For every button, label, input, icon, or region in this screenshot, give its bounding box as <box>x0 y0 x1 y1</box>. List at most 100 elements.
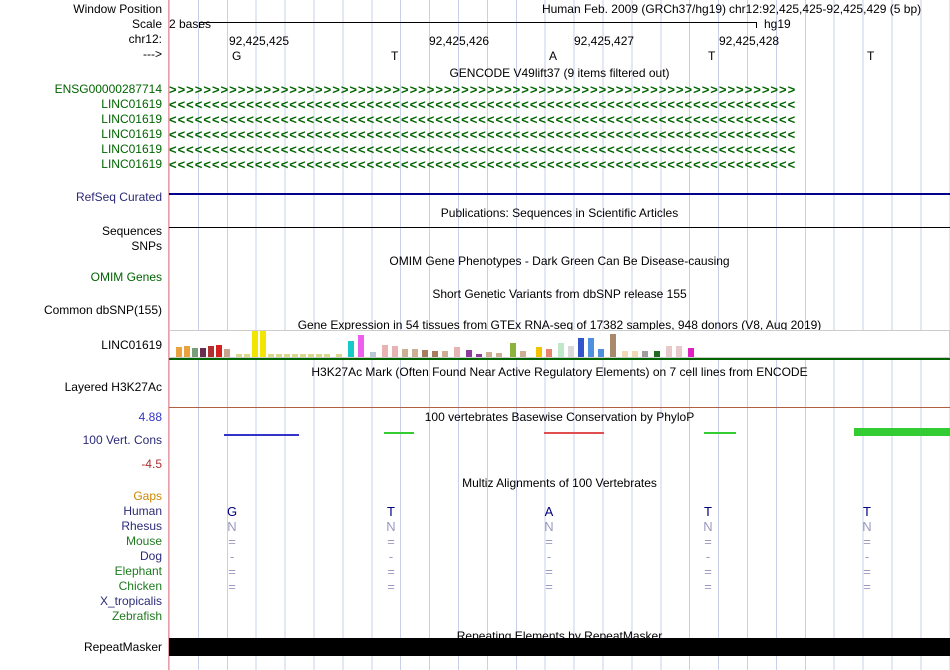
gene-expression-bar-2[interactable] <box>192 348 198 357</box>
gene-expression-bar-11[interactable] <box>268 354 274 357</box>
species-label-human[interactable]: Human <box>0 504 168 518</box>
species-label-gaps[interactable]: Gaps <box>0 489 168 503</box>
gene-expression-bar-43[interactable] <box>598 349 604 357</box>
species-label-rhesus[interactable]: Rhesus <box>0 519 168 533</box>
gene-expression-bar-18[interactable] <box>324 354 330 357</box>
gene-expression-label[interactable]: LINC01619 <box>0 338 168 352</box>
gene-expression-bar-6[interactable] <box>224 349 230 357</box>
species-label-zebrafish[interactable]: Zebrafish <box>0 609 168 623</box>
repeatmasker-label[interactable]: RepeatMasker <box>0 640 168 654</box>
gencode-row-label-1[interactable]: LINC01619 <box>0 97 168 111</box>
gencode-arrows-5[interactable]: <<<<<<<<<<<<<<<<<<<<<<<<<<<<<<<<<<<<<<<<… <box>169 157 950 171</box>
gene-expression-bar-27[interactable] <box>422 350 428 357</box>
multiz-rhesus-col-3: N <box>701 519 715 534</box>
gene-expression-bar-14[interactable] <box>292 354 298 357</box>
gene-expression-bar-16[interactable] <box>308 354 314 357</box>
conservation-mark-2[interactable] <box>544 432 604 434</box>
gene-expression-bar-4[interactable] <box>208 346 214 357</box>
top-base-1: T <box>391 49 398 63</box>
conservation-mark-4[interactable] <box>854 428 950 436</box>
sequences-line[interactable] <box>169 227 950 228</box>
gene-expression-bar-1[interactable] <box>184 346 190 357</box>
gencode-arrows-2[interactable]: <<<<<<<<<<<<<<<<<<<<<<<<<<<<<<<<<<<<<<<<… <box>169 112 950 126</box>
multiz-dog-col-1: - <box>384 549 398 564</box>
gene-expression-bar-42[interactable] <box>588 338 594 357</box>
gene-expression-bar-45[interactable] <box>622 351 628 357</box>
gene-expression-bar-33[interactable] <box>486 352 492 357</box>
gene-expression-bar-50[interactable] <box>676 346 682 357</box>
multiz-rhesus-col-1: N <box>384 519 398 534</box>
gene-expression-bar-38[interactable] <box>546 349 552 357</box>
species-label-xtropicalis[interactable]: X_tropicalis <box>0 594 168 608</box>
conservation-mark-3[interactable] <box>704 432 736 434</box>
gene-expression-bar-0[interactable] <box>176 347 182 357</box>
conservation-mark-1[interactable] <box>384 432 414 434</box>
gene-expression-bar-24[interactable] <box>392 346 398 357</box>
tick-label-2: 92,425,427 <box>574 34 634 48</box>
species-label-dog[interactable]: Dog <box>0 549 168 563</box>
gencode-row-label-0[interactable]: ENSG00000287714 <box>0 82 168 96</box>
gene-expression-bar-28[interactable] <box>432 351 438 357</box>
conservation-label[interactable]: 100 Vert. Cons <box>0 433 168 447</box>
gene-expression-bar-21[interactable] <box>358 335 364 357</box>
gencode-arrows-1[interactable]: <<<<<<<<<<<<<<<<<<<<<<<<<<<<<<<<<<<<<<<<… <box>169 97 950 111</box>
gencode-row-label-3[interactable]: LINC01619 <box>0 127 168 141</box>
gene-expression-bar-34[interactable] <box>496 353 502 357</box>
gene-expression-bar-17[interactable] <box>316 354 322 357</box>
gencode-arrows-0[interactable]: >>>>>>>>>>>>>>>>>>>>>>>>>>>>>>>>>>>>>>>>… <box>169 82 950 96</box>
species-label-mouse[interactable]: Mouse <box>0 534 168 548</box>
gene-expression-bar-20[interactable] <box>348 341 354 357</box>
sequences-label[interactable]: Sequences <box>0 224 168 238</box>
gene-expression-bar-47[interactable] <box>642 351 648 357</box>
gene-expression-bar-19[interactable] <box>336 354 342 357</box>
gene-expression-bar-10[interactable] <box>260 331 266 357</box>
gencode-row-label-4[interactable]: LINC01619 <box>0 142 168 156</box>
refseq-label[interactable]: RefSeq Curated <box>0 190 168 204</box>
gene-expression-bar-7[interactable] <box>236 354 242 357</box>
gene-expression-bar-3[interactable] <box>200 348 206 357</box>
gene-expression-bar-15[interactable] <box>300 354 306 357</box>
gene-expression-bar-26[interactable] <box>412 349 418 357</box>
omim-label[interactable]: OMIM Genes <box>0 270 168 284</box>
gene-expression-bar-29[interactable] <box>442 351 448 357</box>
gene-expression-bar-39[interactable] <box>558 343 564 357</box>
gene-expression-bar-22[interactable] <box>370 352 376 357</box>
gene-expression-chart[interactable] <box>169 330 950 358</box>
gencode-arrows-4[interactable]: <<<<<<<<<<<<<<<<<<<<<<<<<<<<<<<<<<<<<<<<… <box>169 142 950 156</box>
multiz-elephant-col-4: = <box>860 564 874 579</box>
gene-expression-bar-25[interactable] <box>402 349 408 357</box>
gene-expression-bar-9[interactable] <box>252 331 258 357</box>
gene-expression-bar-49[interactable] <box>666 346 672 357</box>
gene-expression-bar-8[interactable] <box>244 354 250 357</box>
multiz-elephant-col-0: = <box>225 564 239 579</box>
gene-expression-bar-41[interactable] <box>578 338 584 357</box>
gene-expression-bar-36[interactable] <box>520 351 526 357</box>
gene-expression-bar-32[interactable] <box>476 354 482 357</box>
gene-expression-bar-51[interactable] <box>688 348 694 357</box>
gene-expression-bar-30[interactable] <box>454 347 460 357</box>
gene-expression-bar-13[interactable] <box>284 354 290 357</box>
gene-expression-bar-5[interactable] <box>216 345 222 357</box>
gencode-arrows-3[interactable]: <<<<<<<<<<<<<<<<<<<<<<<<<<<<<<<<<<<<<<<<… <box>169 127 950 141</box>
gene-expression-bar-12[interactable] <box>276 354 282 357</box>
gencode-row-label-5[interactable]: LINC01619 <box>0 157 168 171</box>
repeatmasker-bar[interactable] <box>169 638 950 656</box>
conservation-mark-0[interactable] <box>224 434 299 436</box>
species-label-elephant[interactable]: Elephant <box>0 564 168 578</box>
gencode-row-label-2[interactable]: LINC01619 <box>0 112 168 126</box>
snps-label[interactable]: SNPs <box>0 239 168 253</box>
gene-expression-bar-46[interactable] <box>632 351 638 357</box>
gene-expression-bar-44[interactable] <box>610 334 616 357</box>
multiz-rhesus-col-0: N <box>225 519 239 534</box>
gene-expression-bar-48[interactable] <box>654 351 660 357</box>
gene-expression-bar-40[interactable] <box>568 346 574 357</box>
gene-expression-bar-35[interactable] <box>510 343 516 357</box>
common-dbsnp-label[interactable]: Common dbSNP(155) <box>0 303 168 317</box>
h3k27ac-label[interactable]: Layered H3K27Ac <box>0 380 168 394</box>
h3k27ac-baseline <box>169 407 950 408</box>
species-label-chicken[interactable]: Chicken <box>0 579 168 593</box>
gene-expression-bar-23[interactable] <box>382 345 388 357</box>
gene-expression-bar-31[interactable] <box>466 350 472 357</box>
gene-expression-bar-37[interactable] <box>536 347 542 357</box>
refseq-line[interactable] <box>169 193 950 195</box>
